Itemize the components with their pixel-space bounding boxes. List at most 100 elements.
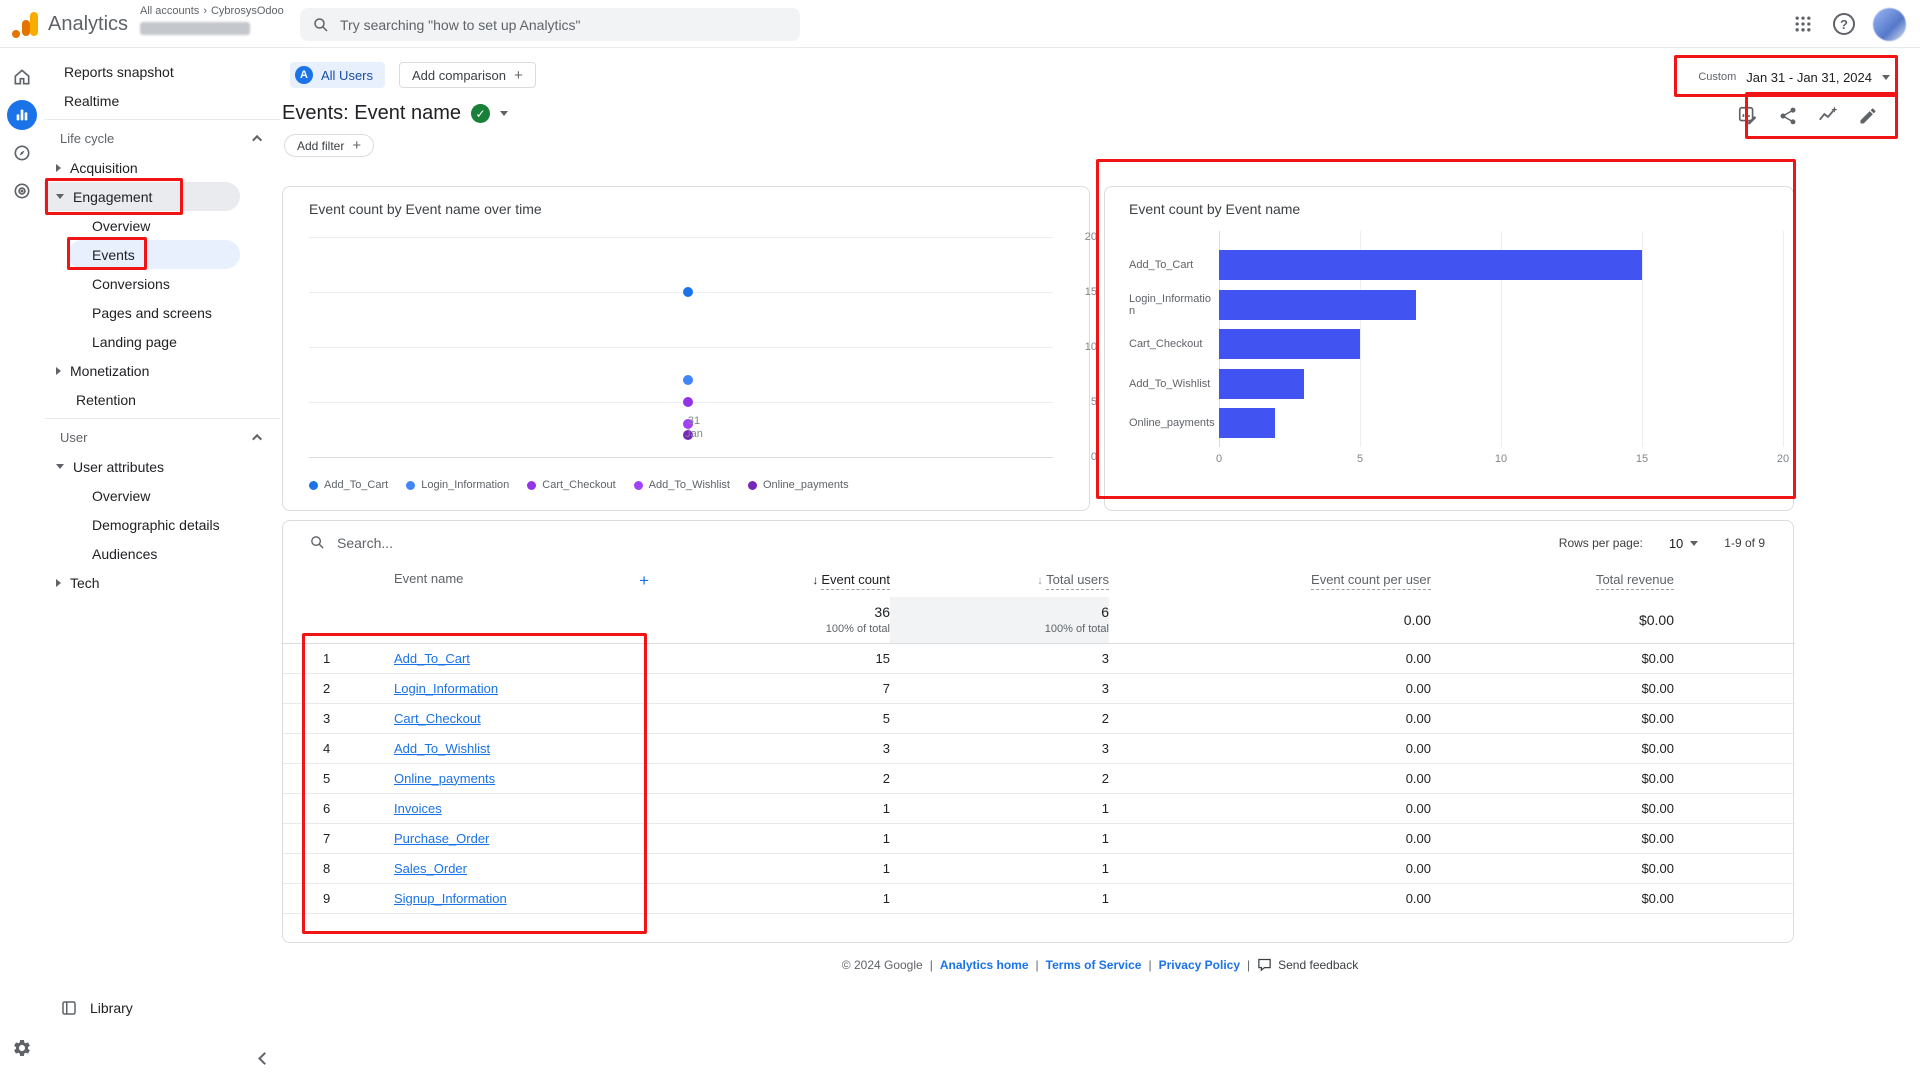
grid-line [1501, 231, 1502, 447]
event-name-link[interactable]: Sales_Order [394, 860, 467, 876]
sidebar-item-audiences[interactable]: Audiences [92, 545, 158, 562]
event-name-link[interactable]: Signup_Information [394, 890, 507, 906]
google-analytics-logo-icon [12, 10, 40, 38]
sidebar-item-monetization[interactable]: Monetization [44, 356, 280, 385]
row-index: 5 [283, 763, 373, 794]
triangle-expanded-icon [56, 464, 64, 469]
sidebar-item-engagement-overview[interactable]: Overview [92, 217, 151, 234]
insights-icon[interactable] [1816, 104, 1840, 128]
sidebar-item-pages-and-screens[interactable]: Pages and screens [92, 304, 212, 321]
sidebar-section-user[interactable]: User [44, 423, 280, 452]
sidebar-item-events[interactable]: Events [68, 240, 240, 269]
rail-reports-icon[interactable] [7, 100, 37, 130]
y-axis-labels: 0 5 10 15 20 [1069, 231, 1103, 463]
rail-home-icon[interactable] [7, 62, 37, 92]
event-name-link[interactable]: Purchase_Order [394, 830, 490, 846]
breadcrumb-all-accounts[interactable]: All accounts [140, 5, 200, 17]
add-filter-button[interactable]: Add filter + [284, 134, 375, 157]
legend-item-Add_To_Wishlist[interactable]: Add_To_Wishlist [633, 479, 730, 491]
feedback-icon [1258, 958, 1271, 972]
footer-link-privacy[interactable]: Privacy Policy [1158, 957, 1240, 972]
total-users-cell: 3 [890, 733, 1109, 764]
customize-report-icon[interactable] [1736, 104, 1760, 128]
collapse-sidebar-icon[interactable] [254, 1048, 274, 1068]
legend-item-Login_Information[interactable]: Login_Information [406, 479, 509, 491]
event-count-cell: 5 [663, 703, 890, 734]
sort-descending-icon: ↓ [812, 573, 819, 587]
chevron-down-icon[interactable] [499, 111, 508, 116]
avatar[interactable] [1873, 7, 1906, 41]
analytics-logo[interactable]: Analytics [12, 10, 128, 38]
sidebar-item-conversions[interactable]: Conversions [92, 275, 170, 292]
legend-item-Cart_Checkout[interactable]: Cart_Checkout [527, 479, 616, 491]
legend-item-Online_payments[interactable]: Online_payments [747, 479, 849, 491]
sidebar-item-reports-snapshot[interactable]: Reports snapshot [64, 63, 174, 80]
column-header-total-revenue[interactable]: Total revenue [1431, 565, 1674, 597]
event-name-link[interactable]: Cart_Checkout [394, 710, 481, 726]
sidebar-item-retention[interactable]: Retention [76, 391, 136, 408]
breadcrumb[interactable]: All accounts › CybrosysOdoo [140, 5, 284, 17]
plus-icon: + [513, 66, 523, 84]
triangle-collapsed-icon [56, 366, 61, 375]
table-row: 1 Add_To_Cart 15 3 0.00 $0.00 [283, 643, 1795, 674]
sidebar-item-library[interactable]: Library [44, 993, 280, 1022]
rows-per-page-select[interactable]: 10 [1669, 536, 1699, 551]
global-search[interactable] [300, 8, 800, 41]
event-name-link[interactable]: Add_To_Cart [394, 650, 470, 666]
event-name-link[interactable]: Login_Information [394, 680, 499, 696]
sidebar-item-user-attributes[interactable]: User attributes [44, 452, 280, 481]
event-name-link[interactable]: Add_To_Wishlist [394, 740, 491, 756]
help-icon[interactable]: ? [1833, 13, 1855, 35]
global-search-input[interactable] [340, 16, 788, 33]
sidebar-item-acquisition[interactable]: Acquisition [44, 153, 280, 182]
column-header-event-name[interactable]: Event name + [394, 571, 649, 590]
table-row: 2 Login_Information 7 3 0.00 $0.00 [283, 673, 1795, 704]
data-quality-check-icon[interactable]: ✓ [470, 104, 490, 123]
settings-gear-icon[interactable] [7, 1033, 37, 1063]
google-apps-grid-icon[interactable] [1791, 12, 1815, 36]
sidebar-item-user-overview[interactable]: Overview [92, 487, 151, 504]
column-header-event-count[interactable]: ↓ Event count [663, 565, 890, 597]
sort-icon: ↓ [1037, 573, 1044, 587]
legend-item-Add_To_Cart[interactable]: Add_To_Cart [309, 479, 388, 491]
rail-explore-icon[interactable] [7, 138, 37, 168]
bar-Cart_Checkout [1219, 329, 1360, 359]
rail-advertising-icon[interactable] [7, 176, 37, 206]
footer-link-terms[interactable]: Terms of Service [1045, 957, 1142, 972]
total-users-cell: 2 [890, 703, 1109, 734]
date-range-picker[interactable]: Custom Jan 31 - Jan 31, 2024 [1698, 63, 1890, 91]
sidebar-item-tech[interactable]: Tech [44, 568, 280, 597]
table-search-input[interactable] [337, 527, 757, 559]
legend-dot [406, 480, 416, 490]
sidebar-item-landing-page[interactable]: Landing page [92, 333, 177, 350]
bar-category-label: Add_To_Cart [1129, 259, 1194, 271]
sidebar-item-demographic-details[interactable]: Demographic details [92, 516, 220, 533]
event-name-link[interactable]: Online_payments [394, 770, 496, 786]
edit-report-icon[interactable] [1856, 104, 1880, 128]
all-users-comparison-chip[interactable]: A All Users [290, 62, 386, 88]
sidebar-item-engagement[interactable]: Engagement [44, 182, 240, 211]
footer-link-analytics-home[interactable]: Analytics home [939, 957, 1029, 972]
page-title: Events: Event name [282, 102, 461, 124]
column-header-total-users[interactable]: ↓ Total users [890, 565, 1109, 597]
row-index: 8 [283, 853, 373, 884]
row-index: 9 [283, 883, 373, 914]
sidebar-section-life-cycle[interactable]: Life cycle [44, 124, 280, 153]
table-body: 1 Add_To_Cart 15 3 0.00 $0.00 2 Login_Informati… [283, 643, 1795, 914]
row-index: 2 [283, 673, 373, 704]
add-comparison-button[interactable]: Add comparison + [399, 62, 536, 88]
timeseries-chart-title: Event count by Event name over time [309, 201, 542, 217]
bar-chart-card: Event count by Event name 0 5 10 15 20 Add_To… [1104, 186, 1794, 511]
breadcrumb-account[interactable]: CybrosysOdoo [210, 5, 284, 17]
total-users-cell: 3 [890, 673, 1109, 704]
event-name-link[interactable]: Invoices [394, 800, 442, 816]
share-report-icon[interactable] [1776, 104, 1800, 128]
bar-Add_To_Cart [1219, 250, 1642, 280]
add-dimension-icon[interactable]: + [639, 571, 649, 590]
event-count-cell: 15 [663, 643, 890, 674]
sidebar-item-realtime[interactable]: Realtime [64, 92, 120, 109]
send-feedback-button[interactable]: Send feedback [1257, 957, 1358, 972]
search-icon [312, 16, 330, 34]
column-header-event-count-per-user[interactable]: Event count per user [1109, 565, 1431, 597]
timeseries-chart-card: Event count by Event name over time 0 5 10… [282, 186, 1097, 511]
